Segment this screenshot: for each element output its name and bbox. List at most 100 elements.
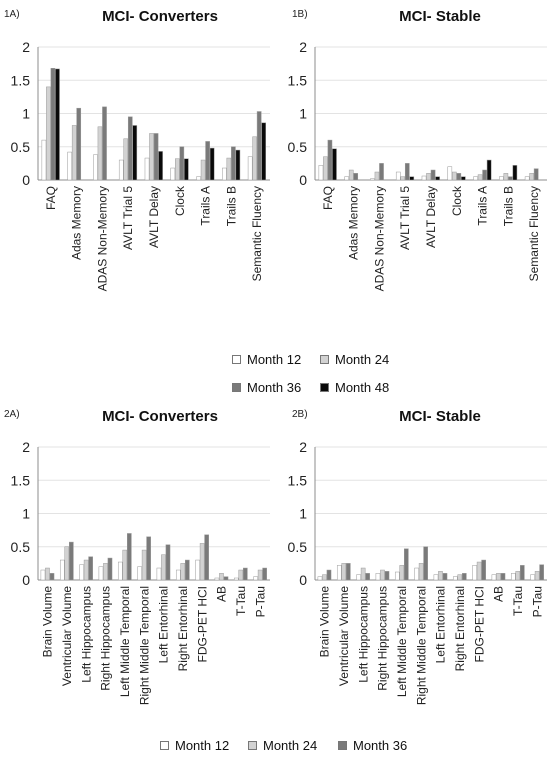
bar-month-24 [477,174,483,181]
bar-month-24 [503,173,509,181]
bar-month-24 [46,86,51,181]
bar-month-12 [447,166,453,181]
bar-month-12 [421,175,427,181]
bar-month-24 [348,169,354,181]
x-tick-label: Right Hippocampus [376,586,390,691]
y-tick-label: 0 [299,572,307,588]
bar-month-12 [370,178,375,181]
bar-month-36 [146,536,151,581]
x-tick-label: Trails A [476,186,490,226]
y-tick-label: 0 [299,172,307,188]
bar-month-24 [252,136,257,181]
bar-month-12 [175,569,181,581]
bar-month-12 [196,176,201,181]
bar-month-36 [179,146,185,181]
bar-month-24 [374,171,380,181]
legend-swatch [160,741,169,750]
bar-month-36 [50,68,56,181]
bar-month-12 [118,159,124,181]
bar-month-48 [512,165,518,181]
bar-month-12 [144,157,150,181]
bar-month-12 [433,574,439,581]
bar-month-36 [88,556,93,581]
panel-label: 2A) [4,409,20,420]
x-tick-label: Left Entorhinal [434,586,448,663]
bar-month-24 [400,176,406,181]
bar-month-24 [496,573,501,581]
bar-month-12 [156,567,162,581]
chart-title: MCI- Converters [102,408,218,425]
bar-month-36 [404,548,409,581]
bar-month-12 [41,139,47,181]
bar-month-36 [76,107,82,181]
bar-month-24 [97,126,103,181]
bar-month-12 [222,167,227,181]
bar-month-12 [214,577,220,581]
bar-month-36 [539,564,544,581]
x-tick-label: AVLT Delay [424,186,438,248]
y-tick-label: 0.5 [11,139,31,155]
x-tick-label: T-Tau [234,586,248,616]
x-tick-label: Left Hippocampus [356,586,370,683]
bar-month-24 [360,567,366,581]
bar-month-36 [185,559,190,581]
bar-month-12 [472,565,477,581]
bar-month-48 [158,151,163,181]
chart-panel-2: 1B) MCI- Stable 0 0.5 1 1.5 2 FAQ Adas Memory ADA… [288,8,547,291]
bar-month-36 [262,567,267,581]
bar-month-12 [93,154,98,181]
bar-month-24 [149,133,154,181]
y-tick-label: 1 [299,506,307,522]
bar-month-12 [195,559,200,581]
x-tick-label: Semantic Fluency [250,186,264,281]
bar-month-24 [515,571,521,581]
bar-month-48 [184,158,189,181]
bar-month-24 [122,549,128,581]
bar-month-48 [132,125,138,181]
x-tick-label: AVLT Trial 5 [121,186,135,250]
bar-month-12 [137,566,142,581]
x-tick-label: Ventricular Volume [60,586,74,686]
bar-month-36 [69,541,74,581]
bar-month-12 [530,574,535,581]
x-tick-label: Right Hippocampus [99,586,113,691]
bar-month-36 [500,573,506,581]
y-tick-label: 1 [22,106,30,122]
bar-month-24 [418,563,424,581]
bar-month-24 [341,563,347,581]
bar-month-24 [103,563,108,581]
bar-month-24 [476,561,482,581]
bar-month-36 [165,544,171,581]
bar-month-36 [153,133,159,181]
bar-month-12 [318,165,324,181]
x-tick-label: Right Middle Temporal [414,586,428,705]
panel-label: 1B) [292,9,308,20]
bar-month-48 [235,149,241,181]
legend-label: Month 36 [247,380,302,395]
x-tick-label: Left Hippocampus [79,586,93,683]
y-tick-label: 1.5 [288,72,308,88]
bar-month-12 [510,573,516,581]
bar-month-24 [180,563,186,581]
bar-month-36 [231,146,236,181]
bar-month-36 [384,571,390,581]
bar-month-48 [55,68,60,181]
bar-month-48 [435,176,440,181]
x-tick-label: Clock [173,185,187,216]
bar-month-36 [508,176,513,181]
legend-swatch [320,383,329,392]
y-tick-label: 0.5 [288,539,308,555]
bar-month-12 [452,576,458,581]
bar-month-24 [45,567,50,581]
bar-month-36 [481,559,486,581]
legend-item: Month 24 [248,738,317,753]
bar-month-12 [59,559,65,581]
bar-month-12 [336,565,342,581]
y-tick-label: 1 [299,106,307,122]
legend-label: Month 48 [335,380,390,395]
legend-swatch [320,355,329,364]
chart-panel-3: 2A) MCI- Converters 0 0.5 1 1.5 2 Brain Volume V… [4,408,270,705]
legend-item: Month 12 [232,352,301,367]
chart-title: MCI- Stable [399,408,481,425]
